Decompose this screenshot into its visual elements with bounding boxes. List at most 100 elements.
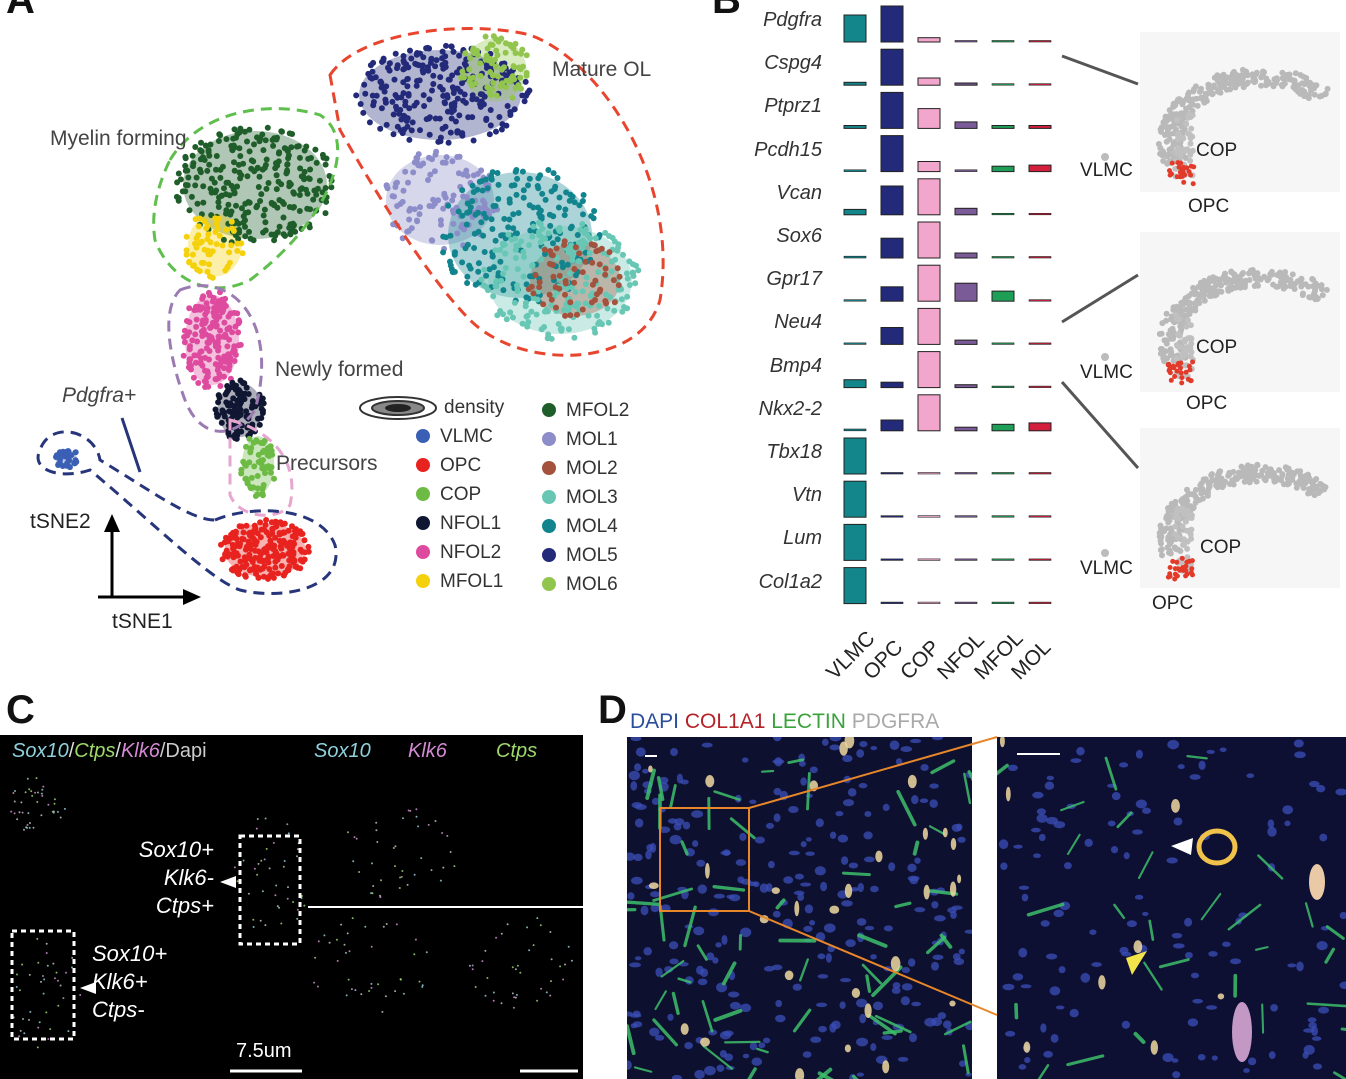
tsne-point — [414, 218, 421, 225]
tsne-point — [484, 45, 491, 52]
tsne-point — [602, 271, 609, 278]
tsne-point — [353, 92, 360, 99]
tsne-point — [189, 251, 196, 258]
tsne-point — [383, 83, 390, 90]
tsne-point — [200, 199, 207, 206]
tsne-point — [497, 246, 504, 253]
tsne-point — [208, 189, 215, 196]
tsne-point — [217, 383, 224, 389]
tsne-point — [270, 201, 277, 208]
tsne-point — [571, 199, 578, 206]
tsne-point — [506, 216, 513, 223]
tsne-point — [482, 176, 489, 183]
tsne-point — [246, 228, 252, 235]
tsne-point — [213, 241, 220, 248]
tsne-point — [466, 66, 473, 73]
tsne-point — [561, 212, 568, 219]
tsne-point — [200, 183, 207, 190]
tsne-point — [595, 269, 602, 275]
tsne-point — [218, 192, 225, 199]
tsne-point — [459, 212, 466, 219]
tsne-point — [580, 211, 586, 218]
tsne-point — [512, 85, 519, 92]
tsne-point — [260, 147, 267, 154]
tsne-point — [204, 167, 211, 174]
tsne-point — [493, 47, 500, 54]
tsne-point — [189, 152, 196, 159]
tsne-point — [190, 374, 197, 381]
tsne-point — [457, 88, 464, 95]
tsne-point — [372, 74, 379, 81]
tsne-point — [548, 302, 555, 309]
tsne-point — [177, 176, 184, 183]
tsne-point — [548, 335, 555, 342]
tsne-point — [444, 92, 451, 99]
tsne-point — [444, 108, 451, 115]
tsne-point — [386, 60, 393, 67]
tsne-point — [275, 150, 282, 157]
tsne-point — [556, 224, 563, 231]
tsne-point — [441, 99, 448, 106]
tsne-point — [400, 53, 407, 59]
tsne-point — [529, 233, 536, 240]
tsne-point — [530, 204, 537, 211]
tsne-point — [235, 236, 242, 242]
tsne-point — [404, 228, 411, 235]
tsne-point — [201, 378, 208, 385]
tsne-point — [477, 73, 484, 79]
tsne-point — [205, 383, 212, 390]
tsne-point — [282, 232, 288, 239]
tsne-point — [370, 59, 377, 66]
tsne-point — [503, 316, 510, 323]
tsne-point — [537, 239, 544, 246]
tsne-point — [456, 112, 463, 119]
tsne-point — [230, 135, 237, 142]
tsne-point — [175, 170, 182, 177]
tsne-point — [360, 109, 367, 116]
tsne-point — [231, 167, 238, 174]
tsne-point — [322, 185, 329, 191]
tsne-point — [463, 221, 470, 228]
tsne-point — [215, 333, 222, 340]
tsne-point — [217, 132, 224, 139]
tsne-point — [416, 77, 423, 84]
tsne-point — [445, 202, 452, 209]
tsne-point — [223, 136, 230, 143]
tsne-point — [191, 352, 198, 359]
tsne-point — [423, 116, 430, 123]
tsne-point — [523, 313, 530, 320]
tsne-point — [212, 229, 219, 235]
tsne-point — [582, 300, 589, 307]
tsne-point — [484, 185, 491, 192]
tsne-point — [459, 259, 466, 266]
tsne-point — [305, 155, 312, 162]
tsne-point — [195, 223, 202, 230]
tsne-point — [482, 33, 489, 40]
tsne-point — [304, 190, 311, 197]
tsne-point — [447, 129, 454, 136]
tsne-point — [564, 261, 571, 268]
tsne-point — [502, 265, 509, 271]
tsne-point — [193, 174, 200, 181]
tsne-point — [366, 119, 373, 126]
tsne-point — [429, 203, 436, 210]
tsne-point — [443, 42, 449, 49]
tsne-point — [500, 287, 507, 294]
yellow-arrowhead — [1126, 951, 1147, 975]
tsne-point — [569, 257, 576, 264]
tsne-point — [290, 204, 297, 211]
tsne-point — [232, 323, 239, 330]
tsne-point — [235, 227, 242, 234]
tsne-point — [419, 62, 426, 69]
tsne-point — [213, 311, 220, 318]
tsne-point — [579, 288, 586, 295]
tsne-point — [442, 64, 449, 70]
tsne-point — [241, 128, 248, 135]
tsne-point — [505, 78, 512, 85]
tsne-point — [182, 162, 189, 169]
tsne-point — [494, 73, 501, 80]
tsne-point — [593, 291, 600, 298]
tsne-point — [584, 232, 591, 239]
tsne-point — [589, 290, 596, 297]
tsne-point — [405, 179, 411, 186]
